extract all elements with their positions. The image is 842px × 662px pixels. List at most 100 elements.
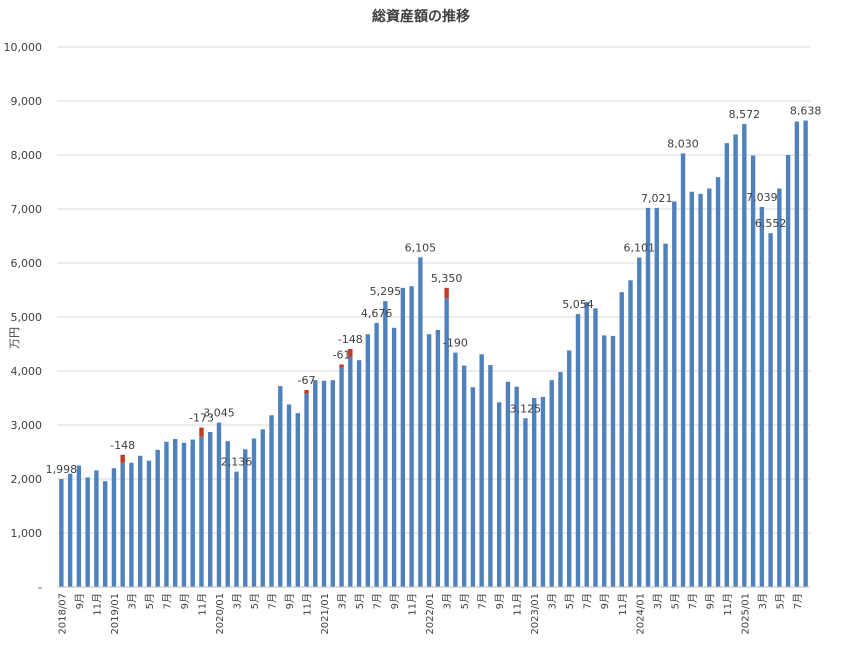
y-tick-label: 9,000 [11, 95, 43, 108]
bar-total [339, 367, 344, 587]
bar-total [400, 287, 406, 587]
data-label: 4,676 [361, 307, 393, 320]
data-label: 8,638 [790, 105, 822, 118]
bar-total [164, 441, 169, 587]
bar-total [348, 356, 353, 587]
x-tick-label: 5月 [354, 593, 366, 609]
bar-total [461, 365, 467, 587]
x-tick-label: 2025/01 [740, 593, 751, 635]
data-label: 3,125 [510, 402, 542, 415]
x-tick-label: 7月 [687, 593, 699, 609]
bar-total [496, 402, 502, 587]
x-tick-label: 5月 [669, 593, 681, 609]
bar-layer [59, 120, 808, 588]
bar-total [707, 188, 712, 588]
data-label: -148 [338, 333, 363, 346]
bar-total [286, 404, 292, 587]
bar-decrease [199, 427, 204, 437]
bar-total [488, 365, 493, 587]
data-label: 6,552 [755, 217, 787, 230]
bar-total [155, 449, 160, 587]
x-tick-label: 7月 [792, 593, 804, 609]
bar-total [453, 352, 458, 587]
bar-total [435, 329, 441, 587]
bar-total [321, 380, 327, 587]
y-tick-label: 4,000 [11, 365, 43, 378]
x-tick-label: 2021/01 [320, 593, 331, 635]
bar-total [768, 233, 773, 587]
bar-total [59, 479, 64, 587]
bar-total [505, 381, 511, 587]
bar-total [794, 121, 800, 588]
bar-total [575, 314, 581, 587]
data-label: 7,039 [746, 191, 778, 204]
bar-total [602, 335, 607, 587]
x-tick-label: 11月 [617, 593, 629, 616]
data-label: -67 [298, 374, 316, 387]
bar-total [698, 193, 703, 587]
bar-total [216, 422, 222, 587]
bar-total [540, 396, 546, 587]
bar-total [409, 286, 414, 587]
axis-layer: - 1,000 2,000 3,000 4,000 5,000 6,000 7,000 8,00… [4, 41, 810, 635]
bar-total [426, 334, 432, 587]
y-tick-label: 5,000 [11, 311, 43, 324]
x-tick-label: 2018/07 [57, 593, 68, 635]
data-label: 2,136 [221, 456, 253, 469]
x-tick-label: 9月 [74, 593, 86, 609]
x-tick-label: 2024/01 [635, 593, 646, 635]
x-tick-label: 2020/01 [215, 593, 226, 635]
data-label: 8,030 [667, 137, 699, 150]
x-tick-label: 5月 [249, 593, 261, 609]
x-tick-label: 11月 [722, 593, 734, 616]
bar-total [715, 177, 721, 587]
bar-total [111, 468, 117, 587]
x-tick-label: 11月 [512, 593, 524, 616]
bar-total [724, 143, 730, 587]
bar-total [295, 413, 300, 587]
bar-total [365, 334, 371, 587]
x-tick-label: 9月 [494, 593, 506, 609]
bar-total [190, 439, 195, 587]
bar-total [558, 372, 563, 587]
bar-total [208, 432, 213, 587]
x-tick-label: 3月 [652, 593, 664, 609]
x-tick-label: 9月 [599, 593, 611, 609]
bar-total [610, 335, 616, 587]
bar-total [243, 449, 248, 587]
bar-total [67, 473, 73, 587]
data-label: 6,101 [624, 242, 656, 255]
bar-total [637, 257, 642, 587]
bar-total [672, 201, 677, 587]
bar-total [479, 354, 484, 587]
bar-total [593, 308, 598, 587]
y-tick-label: - [38, 581, 42, 594]
bar-total [514, 386, 519, 587]
bar-total [733, 134, 738, 588]
x-tick-label: 11月 [302, 593, 314, 616]
data-label: -173 [189, 412, 214, 425]
x-tick-label: 11月 [407, 593, 419, 616]
bar-total [444, 298, 449, 587]
x-tick-label: 3月 [442, 593, 454, 609]
x-tick-label: 7月 [161, 593, 173, 609]
bar-total [304, 393, 309, 587]
bar-total [94, 470, 99, 587]
bar-total [278, 386, 283, 587]
bar-total [102, 481, 108, 587]
x-tick-label: 3月 [126, 593, 138, 609]
y-tick-label: 2,000 [11, 473, 43, 486]
x-tick-label: 2023/01 [530, 593, 541, 635]
bar-total [803, 120, 808, 587]
x-tick-label: 5月 [564, 593, 576, 609]
x-tick-label: 3月 [231, 593, 243, 609]
bar-total [260, 429, 265, 587]
chart-title: 総資産額の推移 [372, 9, 470, 25]
bar-total [742, 124, 747, 587]
bar-decrease [339, 364, 344, 368]
bar-total [567, 350, 572, 587]
x-tick-label: 11月 [91, 593, 103, 616]
y-tick-label: 10,000 [4, 41, 43, 54]
bar-total [663, 243, 668, 587]
